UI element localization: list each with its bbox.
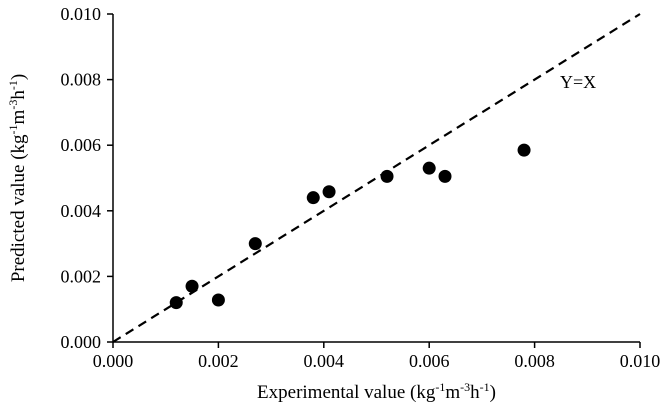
y-tick-label: 0.010 bbox=[61, 4, 102, 24]
x-tick-label: 0.006 bbox=[409, 351, 450, 371]
data-point bbox=[322, 185, 336, 199]
x-axis-label: Experimental value (kg-1m-3h-1) bbox=[257, 380, 496, 403]
labels-layer: 0.000 0.002 0.004 0.006 0.008 0.010 0.000 0.002… bbox=[6, 4, 660, 403]
y-axis-label: Predicted value (kg-1m-3h-1) bbox=[6, 74, 29, 282]
x-tick-label: 0.004 bbox=[304, 351, 345, 371]
y-tick-label: 0.004 bbox=[61, 201, 102, 221]
y-tick-label: 0.008 bbox=[61, 70, 102, 90]
y-tick-label: 0.000 bbox=[61, 332, 102, 352]
reference-line-layer bbox=[112, 13, 641, 343]
x-tick-label: 0.002 bbox=[198, 351, 239, 371]
axes-layer bbox=[107, 13, 641, 348]
data-point bbox=[211, 293, 225, 307]
reference-line-y-equals-x bbox=[112, 13, 641, 343]
data-point bbox=[438, 169, 452, 183]
data-point bbox=[169, 296, 183, 310]
y-tick-label: 0.006 bbox=[61, 135, 102, 155]
data-point bbox=[517, 143, 531, 157]
reference-line-label: Y=X bbox=[560, 72, 596, 92]
data-point bbox=[185, 279, 199, 293]
data-point bbox=[422, 161, 436, 175]
x-tick-label: 0.000 bbox=[93, 351, 134, 371]
data-point bbox=[306, 191, 320, 205]
x-tick-label: 0.010 bbox=[620, 351, 661, 371]
data-point bbox=[248, 237, 262, 251]
data-point bbox=[380, 169, 394, 183]
points-layer bbox=[169, 143, 531, 310]
y-tick-label: 0.002 bbox=[61, 266, 102, 286]
x-tick-label: 0.008 bbox=[514, 351, 555, 371]
